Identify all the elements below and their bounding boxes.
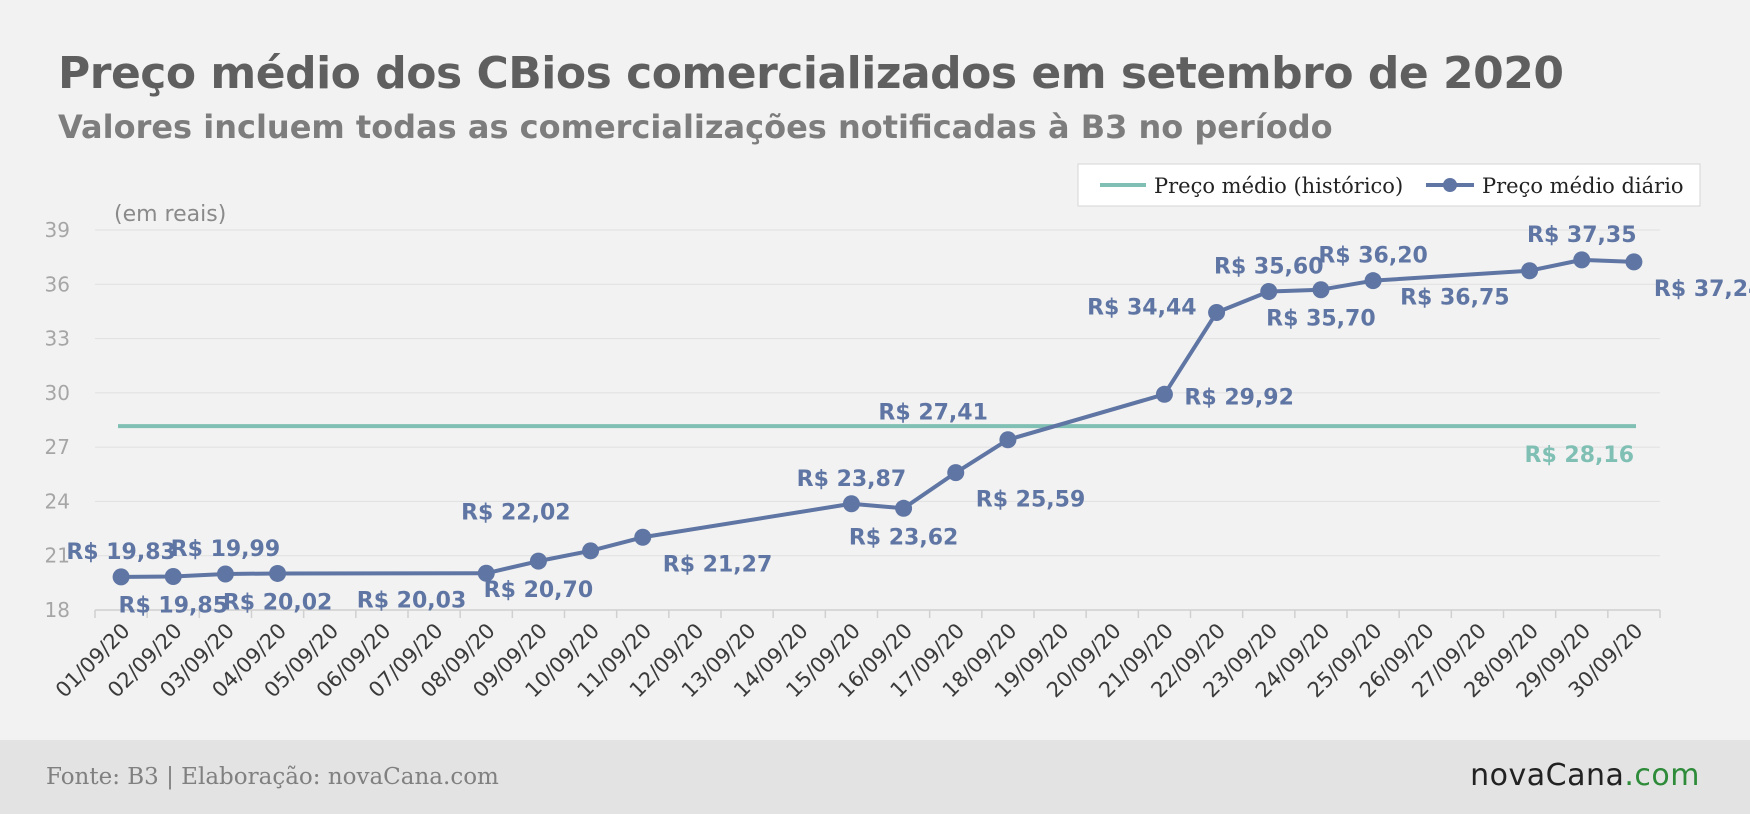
daily-price-label: R$ 19,85 bbox=[119, 594, 229, 619]
daily-price-label: R$ 22,02 bbox=[461, 500, 571, 525]
logo-tld: .com bbox=[1624, 758, 1700, 793]
historical-average-label: R$ 28,16 bbox=[1525, 443, 1635, 468]
line-chart: 182124273033363901/09/2002/09/2003/09/20… bbox=[45, 163, 1750, 702]
daily-price-label: R$ 36,75 bbox=[1400, 286, 1510, 311]
daily-price-label: R$ 35,60 bbox=[1214, 255, 1324, 280]
daily-price-point bbox=[1364, 272, 1382, 290]
daily-price-point bbox=[895, 499, 913, 517]
y-tick-label: 18 bbox=[45, 598, 70, 622]
daily-price-point bbox=[634, 528, 652, 546]
y-tick-label: 27 bbox=[45, 435, 70, 459]
daily-price-label: R$ 23,87 bbox=[797, 467, 907, 492]
y-tick-label: 33 bbox=[45, 327, 70, 351]
daily-price-point bbox=[164, 568, 182, 586]
legend-daily-label: Preço médio diário bbox=[1482, 174, 1684, 198]
daily-price-label: R$ 20,70 bbox=[484, 578, 594, 603]
daily-price-point bbox=[529, 552, 547, 570]
legend-historical-label: Preço médio (histórico) bbox=[1154, 174, 1403, 198]
daily-price-point bbox=[842, 495, 860, 513]
daily-price-label: R$ 34,44 bbox=[1087, 296, 1197, 321]
daily-price-label: R$ 37,24 bbox=[1654, 277, 1750, 302]
daily-price-label: R$ 23,62 bbox=[849, 525, 959, 550]
novacana-logo[interactable]: novaCana.com bbox=[1470, 758, 1700, 793]
daily-price-point bbox=[112, 568, 130, 586]
daily-price-point bbox=[1155, 385, 1173, 403]
daily-price-line bbox=[121, 257, 1634, 579]
y-tick-label: 39 bbox=[45, 218, 70, 242]
legend-daily-marker bbox=[1443, 178, 1457, 192]
y-tick-label: 24 bbox=[45, 489, 70, 513]
daily-price-point bbox=[1260, 283, 1278, 301]
logo-main: novaCana bbox=[1470, 758, 1625, 793]
unit-note: (em reais) bbox=[114, 202, 226, 227]
daily-price-label: R$ 20,02 bbox=[223, 590, 333, 615]
y-tick-label: 21 bbox=[45, 544, 70, 568]
daily-price-point bbox=[216, 565, 234, 583]
daily-price-point bbox=[582, 542, 600, 560]
daily-price-point bbox=[1521, 262, 1539, 280]
daily-price-point bbox=[1625, 253, 1643, 271]
y-tick-label: 30 bbox=[45, 381, 70, 405]
daily-price-label: R$ 25,59 bbox=[976, 488, 1086, 513]
daily-price-point bbox=[269, 564, 287, 582]
y-tick-label: 36 bbox=[45, 272, 70, 296]
daily-price-label: R$ 36,20 bbox=[1318, 244, 1428, 269]
daily-price-label: R$ 19,83 bbox=[66, 540, 176, 565]
daily-price-label: R$ 21,27 bbox=[663, 552, 773, 577]
daily-price-point bbox=[947, 464, 965, 482]
daily-price-point bbox=[477, 564, 495, 582]
daily-price-label: R$ 35,70 bbox=[1266, 307, 1376, 332]
daily-price-point bbox=[1573, 251, 1591, 269]
daily-price-point bbox=[1312, 281, 1330, 299]
chart-title: Preço médio dos CBios comercializados em… bbox=[58, 48, 1564, 99]
footer: Fonte: B3 | Elaboração: novaCana.com nov… bbox=[0, 740, 1750, 814]
daily-price-label: R$ 20,03 bbox=[357, 588, 467, 613]
daily-price-label: R$ 37,35 bbox=[1527, 223, 1637, 248]
daily-price-label: R$ 27,41 bbox=[878, 401, 988, 426]
daily-price-label: R$ 29,92 bbox=[1184, 385, 1294, 410]
daily-price-point bbox=[999, 431, 1017, 449]
daily-price-label: R$ 19,99 bbox=[171, 537, 281, 562]
daily-price-point bbox=[1208, 304, 1226, 322]
source-credit: Fonte: B3 | Elaboração: novaCana.com bbox=[46, 764, 499, 790]
chart-subtitle: Valores incluem todas as comercializaçõe… bbox=[58, 108, 1333, 146]
legend-box bbox=[1077, 163, 1701, 207]
